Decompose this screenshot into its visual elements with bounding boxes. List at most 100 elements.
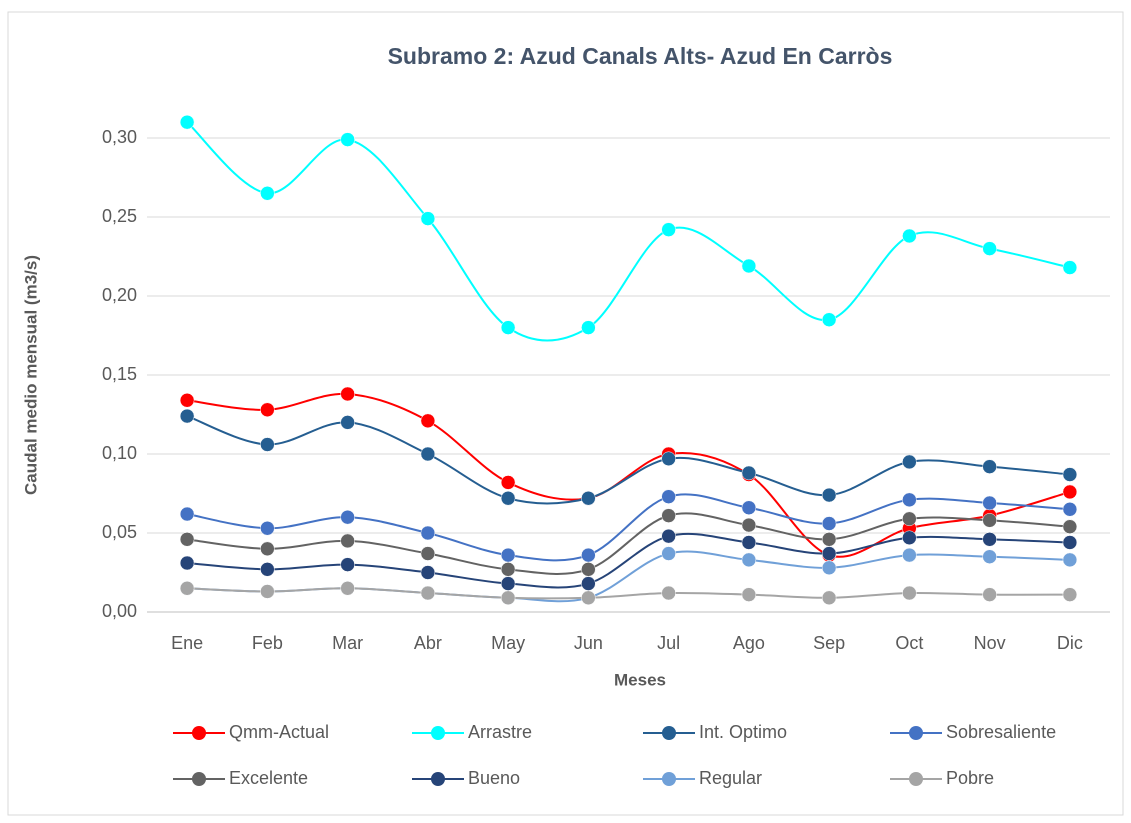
series-marker — [741, 552, 757, 568]
x-tick-label: May — [491, 633, 525, 653]
series-marker — [982, 587, 997, 602]
series-marker — [340, 533, 355, 549]
y-tick-label: 0,00 — [102, 601, 137, 621]
series-marker — [741, 587, 757, 602]
series-marker — [420, 446, 436, 462]
series-marker — [741, 500, 757, 515]
series-marker — [581, 562, 596, 577]
series-marker — [902, 547, 917, 563]
series-marker — [741, 517, 757, 533]
series-marker — [1062, 484, 1078, 500]
series-marker — [1062, 519, 1078, 534]
series-marker — [500, 547, 516, 563]
series-marker — [902, 492, 917, 508]
series-marker — [179, 408, 195, 424]
series-marker — [420, 413, 436, 429]
legend-label: Qmm-Actual — [229, 722, 329, 742]
series-marker — [420, 525, 436, 541]
series-marker — [420, 211, 436, 226]
series-marker — [260, 541, 275, 557]
series-marker — [1062, 467, 1078, 482]
series-marker — [581, 590, 596, 606]
chart-title: Subramo 2: Azud Canals Alts- Azud En Car… — [388, 43, 893, 69]
series-marker — [1062, 502, 1078, 517]
series-marker — [741, 258, 757, 274]
legend-label: Regular — [699, 768, 762, 788]
series-marker — [821, 487, 837, 503]
series-marker — [1062, 587, 1078, 602]
y-tick-label: 0,20 — [102, 285, 137, 305]
y-tick-label: 0,05 — [102, 522, 137, 542]
legend-label: Int. Optimo — [699, 722, 787, 742]
legend-marker — [431, 772, 445, 786]
legend-marker — [192, 726, 206, 740]
series-marker — [260, 437, 275, 452]
series-marker — [179, 555, 195, 571]
series-marker — [260, 186, 275, 201]
series-marker — [661, 489, 676, 504]
x-tick-label: Dic — [1057, 633, 1083, 653]
series-marker — [982, 495, 997, 511]
series-marker — [982, 513, 997, 528]
series-marker — [661, 508, 676, 523]
series-marker — [821, 590, 837, 606]
legend-marker — [909, 726, 923, 740]
series-marker — [581, 547, 596, 563]
series-marker — [581, 320, 596, 335]
series-marker — [661, 585, 676, 601]
x-tick-label: Abr — [414, 633, 442, 653]
series-marker — [902, 228, 917, 244]
series-marker — [179, 581, 195, 596]
series-marker — [179, 114, 195, 130]
series-marker — [982, 459, 997, 474]
series-marker — [821, 546, 837, 561]
legend-marker — [909, 772, 923, 786]
series-marker — [982, 241, 997, 256]
x-tick-label: Feb — [252, 633, 283, 653]
legend-label: Arrastre — [468, 722, 532, 742]
series-marker — [500, 562, 516, 577]
series-marker — [340, 557, 355, 572]
x-tick-label: Oct — [895, 633, 923, 653]
series-marker — [1062, 552, 1078, 568]
series-marker — [179, 506, 195, 522]
series-marker — [420, 585, 436, 601]
series-marker — [581, 490, 596, 506]
series-marker — [500, 490, 516, 506]
series-marker — [661, 546, 676, 561]
series-marker — [500, 475, 516, 490]
y-axis-label: Caudal medio mensual (m3/s) — [21, 255, 40, 495]
legend-marker — [431, 726, 445, 740]
x-tick-label: Jul — [657, 633, 680, 653]
series-marker — [902, 585, 917, 601]
series-marker — [179, 532, 195, 547]
x-tick-label: Mar — [332, 633, 363, 653]
x-tick-label: Ene — [171, 633, 203, 653]
series-marker — [260, 584, 275, 599]
series-marker — [821, 312, 837, 327]
legend-label: Bueno — [468, 768, 520, 788]
x-tick-label: Ago — [733, 633, 765, 653]
series-marker — [661, 528, 676, 544]
series-marker — [581, 576, 596, 591]
series-marker — [420, 565, 436, 580]
chart-border — [7, 11, 1124, 816]
legend-marker — [192, 772, 206, 786]
y-tick-label: 0,25 — [102, 206, 137, 226]
series-marker — [340, 581, 355, 596]
series-marker — [260, 521, 275, 536]
series-marker — [661, 222, 676, 237]
series-marker — [902, 511, 917, 527]
series-marker — [500, 576, 516, 591]
series-marker — [1062, 260, 1078, 275]
series-marker — [340, 509, 355, 525]
legend-label: Sobresaliente — [946, 722, 1056, 742]
series-marker — [260, 402, 275, 418]
y-tick-label: 0,15 — [102, 364, 137, 384]
series-marker — [179, 393, 195, 408]
legend-marker — [662, 772, 676, 786]
series-marker — [340, 386, 355, 402]
series-marker — [821, 532, 837, 547]
series-marker — [1062, 535, 1078, 550]
